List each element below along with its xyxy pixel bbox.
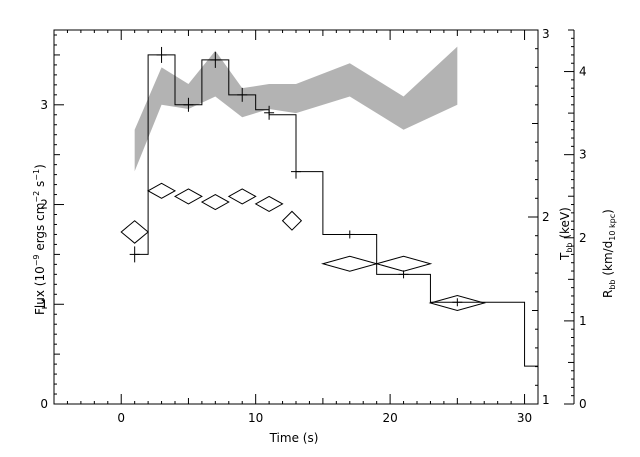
- x-tick-label: 0: [117, 411, 125, 425]
- temperature-diamond: [200, 193, 230, 211]
- temperature-diamond: [374, 255, 433, 272]
- temperature-diamond: [173, 188, 203, 205]
- temperature-diamond: [321, 255, 379, 272]
- temperature-diamond: [281, 210, 303, 231]
- x-tick-label: 30: [517, 411, 532, 425]
- x-tick-label: 10: [248, 411, 263, 425]
- y-axis-label: Flux (10−9 ergs cm−2 s−1): [32, 164, 47, 315]
- right-axis-2-tick-label: 0: [579, 397, 587, 411]
- right-axis-1-tick-label: 1: [542, 393, 550, 407]
- temperature-diamond: [428, 295, 487, 312]
- right-axis-2-tick-label: 3: [579, 148, 587, 162]
- right-axis-1-tick-label: 2: [542, 210, 550, 224]
- right-axis-2-tick-label: 2: [579, 231, 587, 245]
- right-axis-2-tick-label: 4: [579, 65, 587, 79]
- y-tick-label: 2: [40, 198, 48, 212]
- right-axis-2-tick-label: 1: [579, 314, 587, 328]
- right-axis-1-tick-label: 3: [542, 27, 550, 41]
- y-tick-label: 3: [40, 98, 48, 112]
- y-tick-label: 1: [40, 297, 48, 311]
- temperature-diamond: [147, 182, 177, 199]
- y-tick-label: 0: [40, 397, 48, 411]
- radius-band: [134, 46, 458, 172]
- temperature-diamond: [120, 220, 149, 244]
- x-axis-label: Time (s): [269, 431, 319, 445]
- right-axis-2-label: Rbb (km/d10 kpc): [601, 209, 617, 298]
- x-tick-label: 20: [382, 411, 397, 425]
- temperature-diamond: [254, 195, 284, 212]
- right-axis-1-label: Tbb (keV): [558, 207, 574, 261]
- temperature-diamond: [227, 188, 257, 205]
